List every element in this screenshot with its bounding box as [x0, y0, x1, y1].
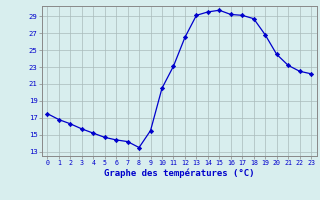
X-axis label: Graphe des températures (°C): Graphe des températures (°C) [104, 169, 254, 178]
